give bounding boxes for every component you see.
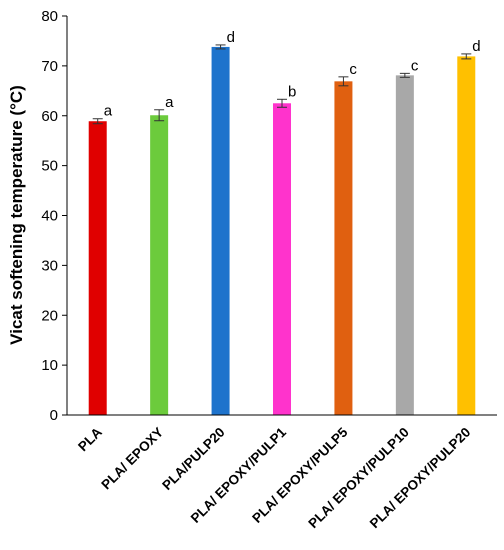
y-tick-label: 60 — [41, 108, 58, 125]
significance-label: b — [288, 83, 296, 100]
y-tick-label: 40 — [41, 208, 58, 225]
y-tick-label: 50 — [41, 158, 58, 175]
y-axis: 0 10 20 30 40 50 60 70 80 — [41, 8, 67, 424]
significance-label: c — [349, 61, 357, 78]
significance-label: d — [472, 38, 480, 55]
category-label: PLA/ EPOXY/PULP20 — [367, 425, 474, 532]
bar — [88, 121, 107, 415]
significance-label: c — [411, 57, 419, 74]
y-axis-label: Vicat softening temperature (°C) — [7, 85, 26, 345]
bar — [273, 103, 291, 415]
significance-label: a — [165, 94, 174, 111]
category-label: PLA/ EPOXY — [98, 425, 166, 493]
bars: a a d b c c d — [88, 29, 481, 416]
bar — [395, 75, 414, 415]
bar — [334, 81, 353, 416]
y-tick-label: 20 — [41, 307, 58, 324]
significance-label: a — [104, 103, 113, 120]
bar — [457, 56, 476, 416]
y-tick-label: 30 — [41, 257, 58, 274]
category-label: PLA/ EPOXY/PULP10 — [305, 425, 412, 532]
category-label: PLA — [75, 424, 105, 454]
y-tick-label: 10 — [41, 357, 58, 374]
y-tick-label: 70 — [41, 58, 58, 75]
significance-label: d — [227, 29, 235, 46]
category-label: PLA/PULP20 — [159, 425, 227, 493]
bar — [150, 115, 169, 415]
y-tick-label: 0 — [50, 407, 58, 424]
y-tick-label: 80 — [41, 8, 58, 25]
bar — [211, 46, 230, 416]
